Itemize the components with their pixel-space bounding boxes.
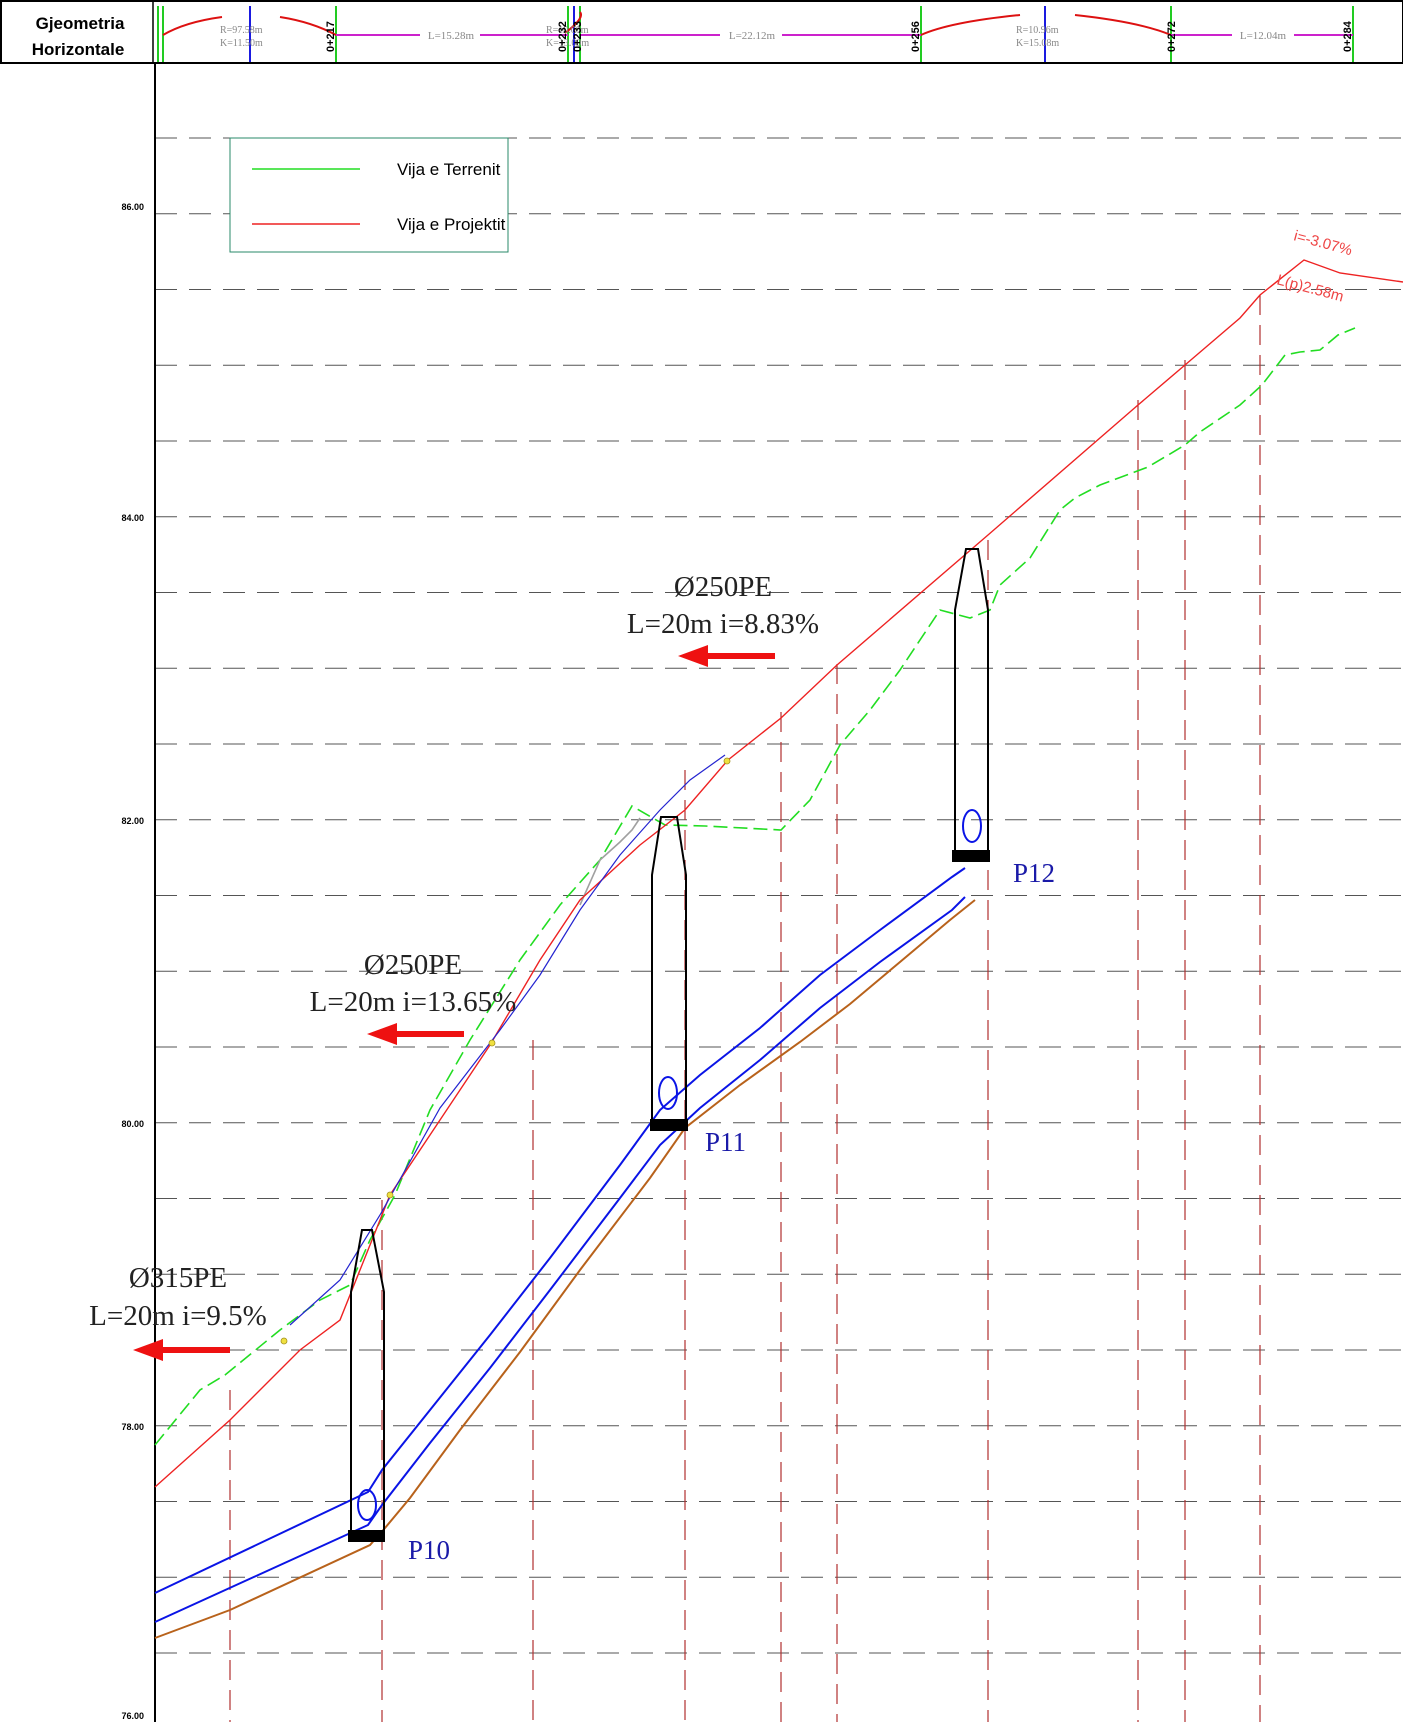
manhole-label-p11: P11 — [705, 1127, 746, 1157]
terrain-line — [154, 327, 1356, 1446]
tie-points — [280, 757, 731, 1345]
header-curve-arcs — [162, 11, 1172, 36]
station-0272: 0+272 — [1166, 21, 1178, 52]
header-straight-lengths: L=15.28m L=22.12m L=12.04m — [428, 30, 1287, 42]
legend-box — [229, 137, 509, 253]
manhole-p11-shaft — [651, 816, 687, 1125]
curve-1-length: K=11.50m — [220, 38, 263, 49]
curve-1-radius: R=97.58m — [220, 25, 263, 36]
manhole-p10-base — [348, 1530, 385, 1542]
header-label-line2: Horizontale — [32, 40, 125, 59]
pipe-1-details: L=20m i=8.83% — [627, 608, 819, 640]
pipe-2-diameter: Ø250PE — [364, 949, 462, 981]
manhole-p10-pipe-section — [357, 1489, 377, 1521]
design-line — [154, 259, 1403, 1488]
header-frame — [0, 0, 1403, 64]
pipe-3-diameter: Ø315PE — [129, 1262, 227, 1294]
manhole-p10 — [348, 1229, 385, 1542]
header-stations: 0+217 0+232 0+233 0+256 0+272 0+284 — [325, 20, 1354, 52]
manhole-p12 — [952, 548, 990, 862]
header-blue-markers — [249, 6, 1046, 62]
straight-2-length: L=22.12m — [729, 30, 776, 42]
legend-terrain-label: Vija e Terrenit — [397, 160, 501, 179]
design-line-thin — [289, 754, 726, 1326]
station-0256: 0+256 — [910, 21, 922, 52]
manhole-p11-base — [650, 1119, 688, 1131]
elevation-grid — [155, 137, 1403, 1654]
flow-arrows — [133, 645, 775, 1361]
manhole-p12-shaft — [954, 548, 989, 856]
header-label-line1: Gjeometria — [36, 14, 125, 33]
manhole-label-p12: P12 — [1013, 858, 1055, 888]
pipe-1-diameter: Ø250PE — [674, 571, 772, 603]
elevation-label-80: 80.00 — [121, 1119, 144, 1129]
elevation-label-76: 76.00 — [121, 1711, 144, 1721]
elevation-label-78: 78.00 — [121, 1422, 144, 1432]
straight-3-length: L=12.04m — [1240, 30, 1287, 42]
station-0233: 0+233 — [572, 21, 584, 52]
curve-3-radius: R=10.96m — [1016, 25, 1059, 36]
flow-arrow-1 — [678, 645, 775, 667]
station-0284: 0+284 — [1342, 20, 1354, 52]
station-0232: 0+232 — [557, 21, 569, 52]
manhole-p11-pipe-section — [658, 1076, 678, 1110]
curve-2-radius: R=10.00m — [546, 25, 589, 36]
pipe-annotations: Ø250PE L=20m i=8.83% Ø250PE L=20m i=13.6… — [89, 571, 819, 1332]
manhole-p11 — [650, 816, 688, 1131]
grade-length: L(p)2.58m — [1275, 271, 1345, 305]
pipe-2-details: L=20m i=13.65% — [310, 986, 517, 1018]
manhole-p10-shaft — [350, 1229, 385, 1535]
elevation-label-82: 82.00 — [121, 816, 144, 826]
curve-2-length: K=13.00m — [546, 38, 589, 49]
grade-annotation: i=-3.07% L(p)2.58m — [1275, 227, 1354, 305]
flow-arrow-3 — [133, 1339, 230, 1361]
pipe-line-lower — [154, 896, 966, 1623]
grade-slope: i=-3.07% — [1292, 227, 1354, 259]
curve-3-length: K=15.08m — [1016, 38, 1059, 49]
manhole-label-p10: P10 — [408, 1535, 450, 1565]
flow-arrow-2 — [367, 1023, 464, 1045]
old-terrain-segment — [579, 817, 641, 906]
legend-design-label: Vija e Projektit — [397, 215, 506, 234]
station-0217: 0+217 — [325, 21, 337, 52]
profile-area: 86.00 84.00 82.00 80.00 78.00 76.00 Vija… — [89, 63, 1403, 1722]
elevation-label-86: 86.00 — [121, 202, 144, 212]
manhole-p12-base — [952, 850, 990, 862]
straight-1-length: L=15.28m — [428, 30, 475, 42]
header-curve-params: R=97.58m K=11.50m R=10.00m K=13.00m R=10… — [220, 25, 1059, 49]
elevation-label-84: 84.00 — [121, 513, 144, 523]
manhole-labels: P10 P11 P12 — [408, 858, 1055, 1565]
pipe-line-upper — [154, 867, 966, 1594]
manhole-p12-pipe-section — [962, 809, 982, 843]
legend: Vija e Terrenit Vija e Projektit — [229, 137, 509, 253]
header-band: Gjeometria Horizontale — [0, 0, 1403, 64]
pipe-3-details: L=20m i=9.5% — [89, 1300, 267, 1332]
elevation-labels: 86.00 84.00 82.00 80.00 78.00 76.00 — [121, 202, 144, 1721]
